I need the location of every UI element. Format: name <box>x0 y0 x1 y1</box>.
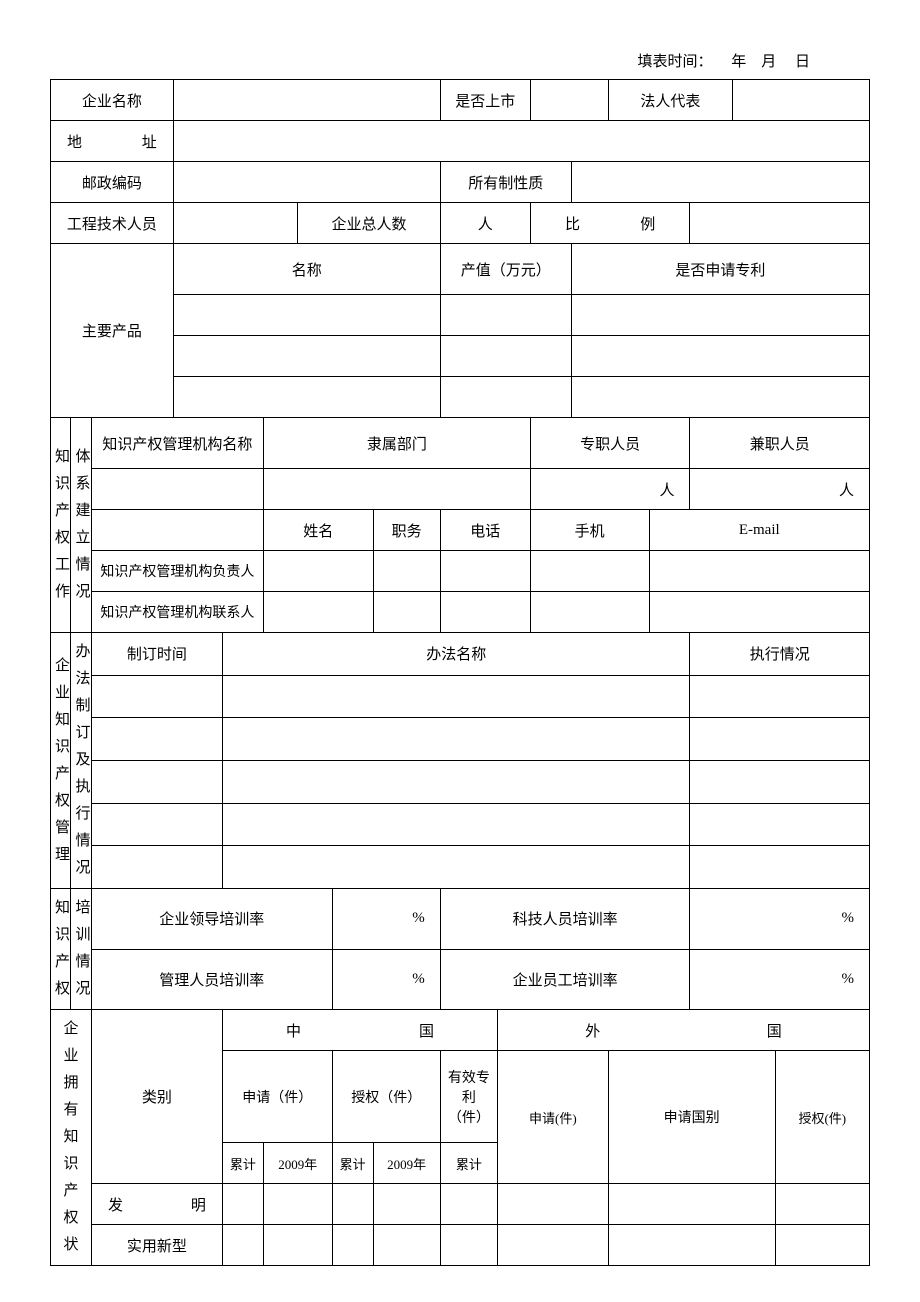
mgmt-sub: 办法制订及执行情况 <box>71 633 91 889</box>
product-patent-header: 是否申请专利 <box>571 244 869 295</box>
listed-value[interactable] <box>530 80 608 121</box>
total-header: 累计 <box>222 1143 263 1184</box>
product-row[interactable] <box>173 295 440 336</box>
fill-time-header: 填表时间： 年 月 日 <box>50 50 870 71</box>
total-header: 累计 <box>332 1143 373 1184</box>
ip-fulltime-value[interactable]: 人 <box>530 469 690 510</box>
mgmt-exec-label: 执行情况 <box>690 633 870 676</box>
mgr-training-label: 管理人员培训率 <box>91 949 332 1010</box>
ip-email-header: E-mail <box>649 510 869 551</box>
postal-value[interactable] <box>173 162 440 203</box>
y2009-header: 2009年 <box>263 1143 332 1184</box>
product-row[interactable] <box>173 336 440 377</box>
product-value-header: 产值（万元） <box>440 244 571 295</box>
total-staff-value: 人 <box>440 203 530 244</box>
ip-phone-header: 电话 <box>440 510 530 551</box>
tech-training-label: 科技人员培训率 <box>440 889 690 950</box>
foreign-apply-header: 申请(件) <box>498 1051 609 1184</box>
ownership-label: 所有制性质 <box>440 162 571 203</box>
leader-training-value[interactable]: % <box>332 889 440 950</box>
mgmt-name-label: 办法名称 <box>222 633 690 676</box>
apply-header: 申请（件） <box>222 1051 332 1143</box>
listed-label: 是否上市 <box>440 80 530 121</box>
y2009-header: 2009年 <box>373 1143 440 1184</box>
valid-header: 有效专利（件） <box>440 1051 497 1143</box>
company-name-value[interactable] <box>173 80 440 121</box>
address-value[interactable] <box>173 121 869 162</box>
ip-fulltime-label: 专职人员 <box>530 418 690 469</box>
product-row[interactable] <box>173 377 440 418</box>
ip-org-name-label: 知识产权管理机构名称 <box>91 418 263 469</box>
company-name-label: 企业名称 <box>51 80 174 121</box>
ip-parttime-value[interactable]: 人 <box>690 469 870 510</box>
product-name-header: 名称 <box>173 244 440 295</box>
leader-training-label: 企业领导培训率 <box>91 889 332 950</box>
ratio-label: 比例 <box>530 203 690 244</box>
china-header: 中国 <box>222 1010 497 1051</box>
ip-contact-label: 知识产权管理机构联系人 <box>91 592 263 633</box>
total-staff-label: 企业总人数 <box>298 203 440 244</box>
ip-org-name-value[interactable] <box>91 469 263 510</box>
legal-rep-label: 法人代表 <box>608 80 732 121</box>
ip-work-title: 知识产权工作 <box>51 418 71 633</box>
main-form-table: 企业名称 是否上市 法人代表 地址 邮政编码 所有制性质 工程技术人员 企业总人… <box>50 79 870 1266</box>
mgmt-time-label: 制订时间 <box>91 633 222 676</box>
address-label: 地址 <box>51 121 174 162</box>
main-products-label: 主要产品 <box>51 244 174 418</box>
ip-manager-label: 知识产权管理机构负责人 <box>91 551 263 592</box>
tech-training-value[interactable]: % <box>690 889 870 950</box>
ip-dept-value[interactable] <box>263 469 530 510</box>
ip-name-header: 姓名 <box>263 510 373 551</box>
ratio-value[interactable] <box>690 203 870 244</box>
foreign-grant-header: 授权(件) <box>775 1051 869 1184</box>
total-header: 累计 <box>440 1143 497 1184</box>
ip-position-header: 职务 <box>373 510 440 551</box>
foreign-country-header: 申请国别 <box>608 1051 775 1184</box>
ip-dept-label: 隶属部门 <box>263 418 530 469</box>
ip-system-title: 体系建立情况 <box>71 418 91 633</box>
grant-header: 授权（件） <box>332 1051 440 1143</box>
training-title: 知识产权 <box>51 889 71 1010</box>
utility-label: 实用新型 <box>91 1225 222 1266</box>
eng-staff-value[interactable] <box>173 203 297 244</box>
staff-training-value[interactable]: % <box>690 949 870 1010</box>
training-sub: 培训情况 <box>71 889 91 1010</box>
ip-blank <box>91 510 263 551</box>
postal-label: 邮政编码 <box>51 162 174 203</box>
category-label: 类别 <box>91 1010 222 1184</box>
mgr-training-value[interactable]: % <box>332 949 440 1010</box>
legal-rep-value[interactable] <box>733 80 870 121</box>
mgmt-title: 企业知识产权管理 <box>51 633 71 889</box>
foreign-header: 外国 <box>498 1010 870 1051</box>
ip-mobile-header: 手机 <box>530 510 649 551</box>
invention-label: 发明 <box>91 1184 222 1225</box>
ownership-value[interactable] <box>571 162 869 203</box>
eng-staff-label: 工程技术人员 <box>51 203 174 244</box>
staff-training-label: 企业员工培训率 <box>440 949 690 1010</box>
ip-parttime-label: 兼职人员 <box>690 418 870 469</box>
owned-title: 企业拥有知识产权状 <box>51 1010 92 1266</box>
